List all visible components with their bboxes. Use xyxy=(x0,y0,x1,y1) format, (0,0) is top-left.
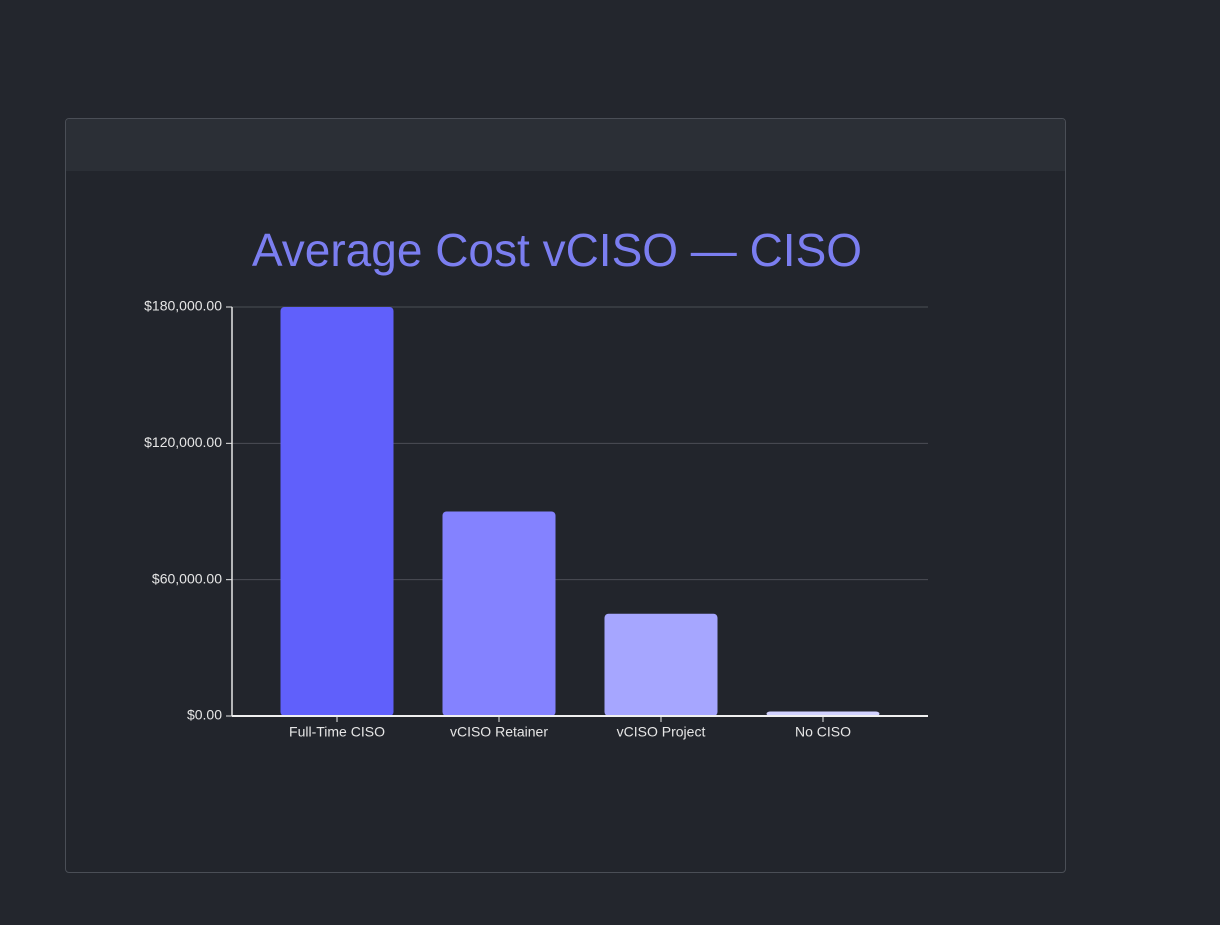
x-tick-label: vCISO Retainer xyxy=(450,724,548,740)
chart-title: Average Cost vCISO — CISO xyxy=(252,224,862,276)
card-header xyxy=(66,119,1065,171)
y-tick-label: $120,000.00 xyxy=(144,434,222,450)
bar xyxy=(766,711,880,716)
y-tick-label: $60,000.00 xyxy=(152,570,222,586)
bar xyxy=(604,613,718,716)
x-tick-label: No CISO xyxy=(795,724,851,740)
bar xyxy=(442,511,556,716)
y-tick-label: $0.00 xyxy=(187,707,222,723)
x-tick-label: Full-Time CISO xyxy=(289,724,385,740)
y-tick-label: $180,000.00 xyxy=(144,298,222,314)
bar xyxy=(280,307,394,716)
x-tick-label: vCISO Project xyxy=(617,724,706,740)
